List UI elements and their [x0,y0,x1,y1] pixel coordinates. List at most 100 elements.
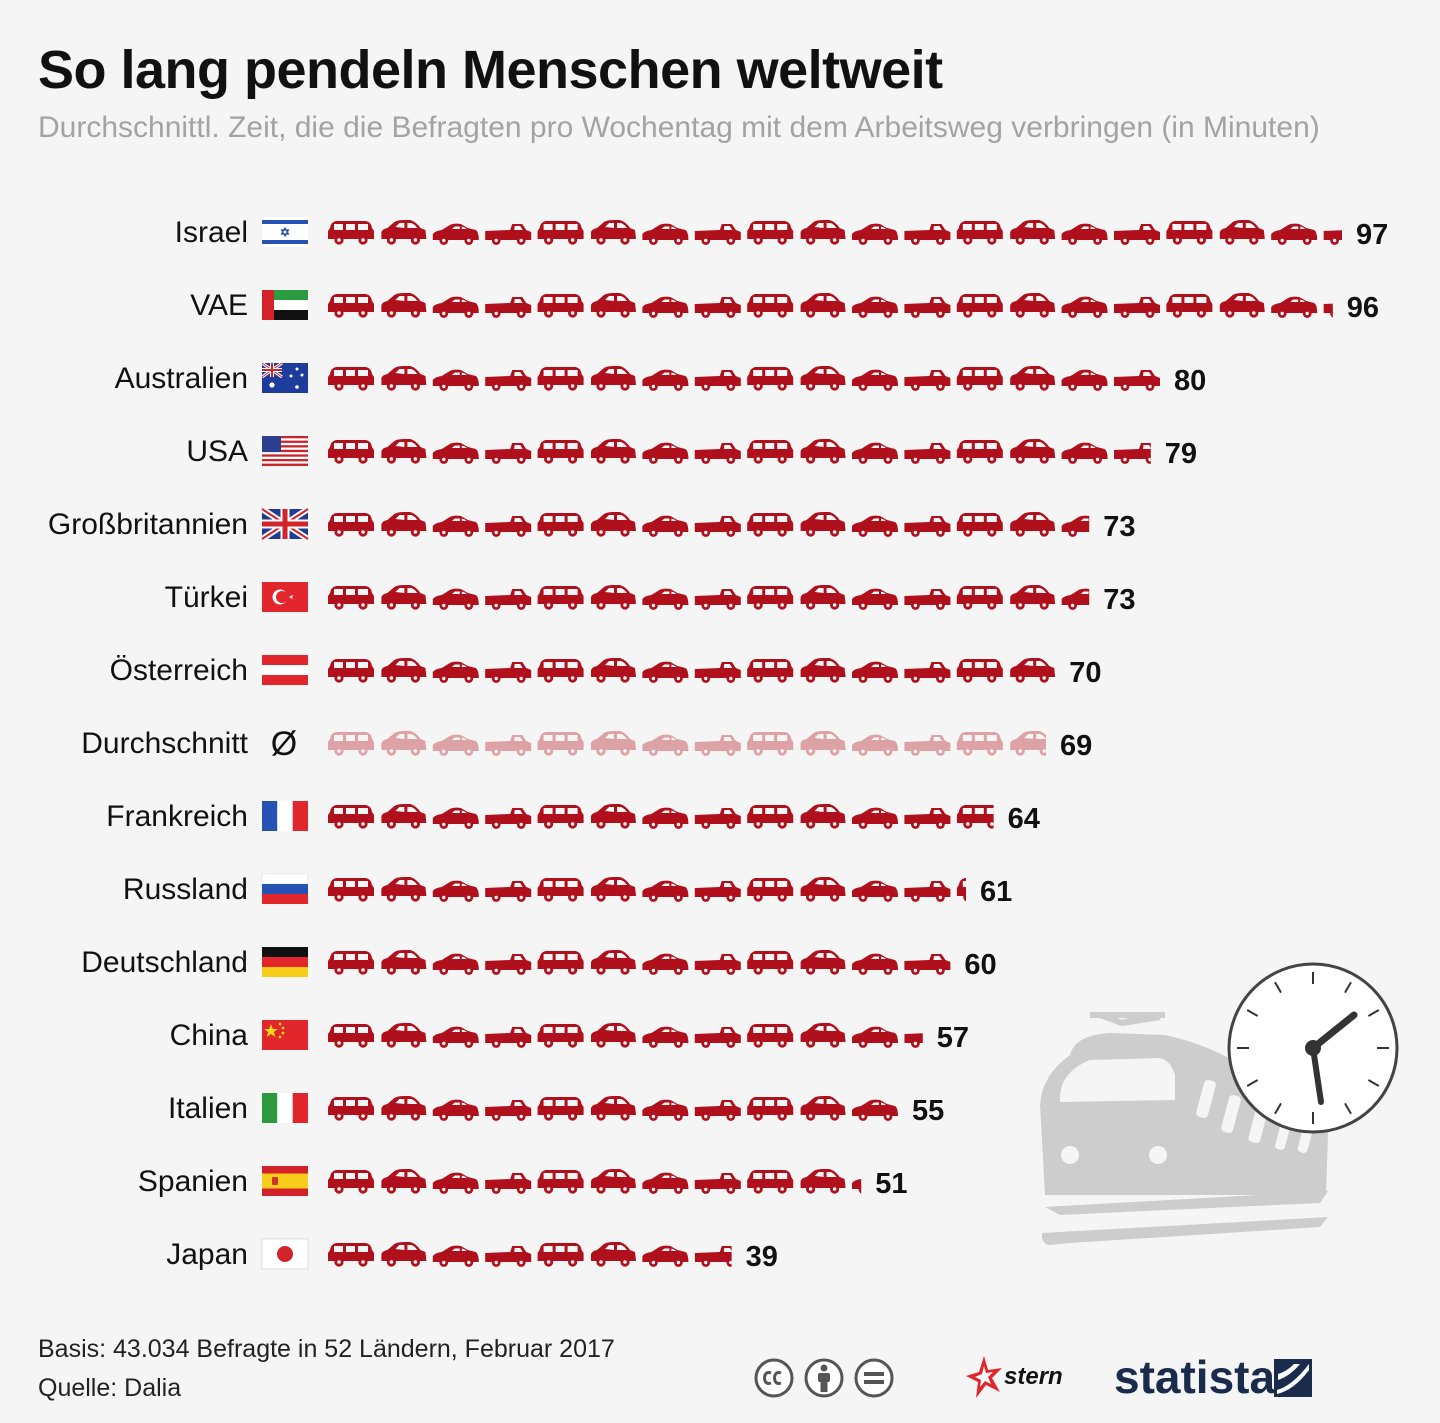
car-icon [432,1245,479,1267]
car-icon [328,294,374,318]
car-icon [747,951,794,975]
car-icon [432,515,479,537]
car-icon [328,878,374,902]
car-icon [852,880,898,902]
car-icon [1166,221,1213,245]
flag-italy [262,1093,308,1123]
car-icon [328,1170,374,1194]
car-icon [800,1096,846,1121]
car-icon [381,877,427,902]
statista-logo[interactable]: statista [1114,1350,1319,1404]
car-icon [537,1097,584,1121]
license-icons[interactable] [754,1356,899,1400]
car-icon [694,954,741,975]
car-icon [904,662,951,683]
car-icon [591,658,636,683]
car-icon [852,369,898,391]
car-icon [800,293,846,318]
car-icon [328,1097,374,1121]
car-icon [537,294,584,318]
car-icon [904,297,951,318]
value-label: 73 [1103,511,1135,543]
clock-tick [1274,1102,1282,1115]
category-label: Spanien [138,1165,248,1198]
car-icon [328,367,374,391]
car-icon [591,293,636,318]
value-label: 61 [980,876,1012,908]
value-label: 96 [1347,292,1379,324]
car-icon [800,877,846,902]
category-label: Japan [166,1238,248,1271]
car-icon [381,293,427,318]
chart-row: Österreich 70 [110,654,1102,689]
car-icon [800,950,846,975]
clock-tick [1274,981,1282,994]
car-icon [1061,369,1108,391]
car-icon [904,224,951,245]
car-icon [328,221,374,245]
car-icon [591,731,636,756]
car-icon [642,369,689,391]
car-icon [485,516,532,537]
car-icon [956,805,994,829]
flag-france [262,801,308,831]
car-icon [328,1024,374,1048]
car-icon [904,808,951,829]
car-icon [537,659,584,683]
car-icon [1061,588,1090,610]
car-icon [485,1100,532,1121]
car-icon [1114,224,1160,245]
car-icon [1010,439,1056,464]
car-icon [694,516,741,537]
car-icon [432,661,479,683]
car-icon [904,516,951,537]
car-icon [694,224,741,245]
chart-row: Australien 80 [115,361,1206,397]
flag-australia [260,361,310,395]
car-icon [852,734,898,756]
car-icon [904,443,951,464]
car-icon [800,512,846,537]
car-icon [852,296,898,318]
car-icon [485,1173,532,1194]
stern-wordmark: stern [1004,1363,1063,1390]
car-icon [1166,294,1213,318]
car-icon [642,1172,689,1194]
car-icon [381,1169,427,1194]
car-icon [642,515,689,537]
car-icon [381,366,427,391]
car-icon [432,953,479,975]
value-label: 39 [746,1241,778,1273]
clock-tick [1367,1009,1380,1017]
car-icon [591,950,636,975]
car-icon [904,370,951,391]
car-icon [642,1245,689,1267]
car-icon [1010,658,1056,683]
chart-row: Türkei 73 [165,581,1136,616]
value-label: 55 [912,1095,944,1127]
stern-logo[interactable]: stern [966,1354,1086,1402]
value-label: 79 [1165,438,1197,470]
car-icon [591,220,636,245]
car-icon [537,951,584,975]
clock-tick [1344,1102,1352,1115]
car-icon [537,367,584,391]
car-icon [747,1097,794,1121]
car-icon [591,1096,636,1121]
value-label: 97 [1356,219,1388,251]
car-icon [800,366,846,391]
chart-row: Durchschnitt Ø 69 [81,725,1092,763]
car-icon [381,1242,427,1267]
car-icon [591,1169,636,1194]
car-icon [432,588,479,610]
car-icon [591,585,636,610]
category-label: VAE [190,289,248,322]
car-icon [485,954,532,975]
car-icon [1271,296,1318,318]
car-icon [642,953,689,975]
value-label: 51 [875,1168,907,1200]
car-icon [1061,223,1108,245]
car-icon [381,658,427,683]
car-icon [694,1027,741,1048]
category-label: Russland [123,873,248,906]
